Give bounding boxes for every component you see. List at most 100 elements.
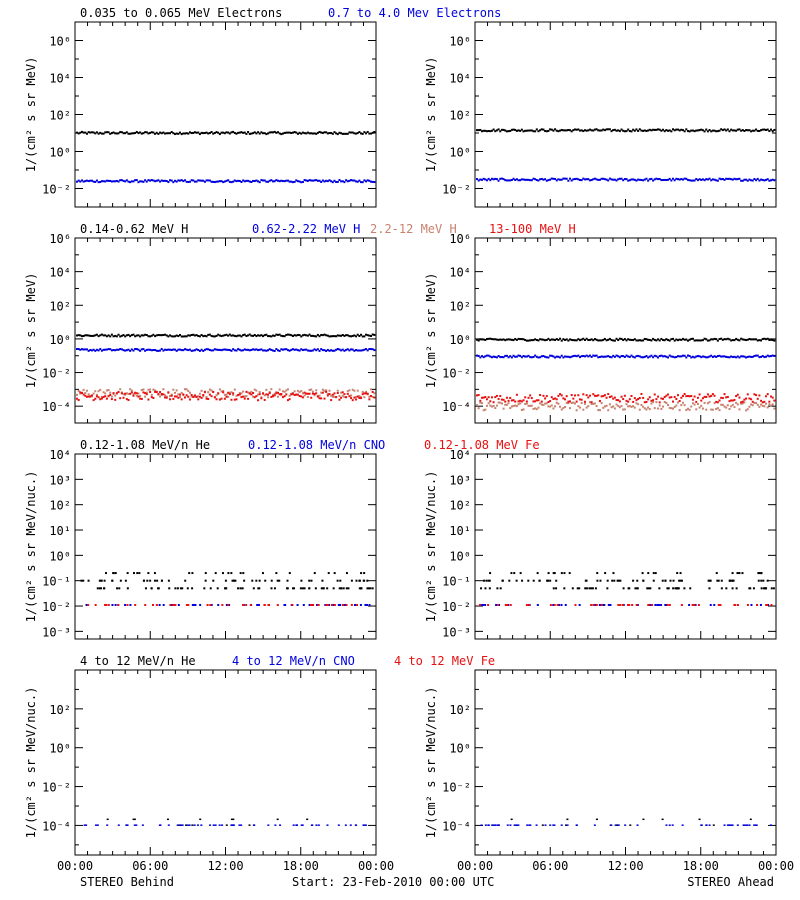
data-point	[153, 579, 156, 582]
data-point	[736, 128, 739, 131]
data-point	[217, 603, 220, 606]
data-point	[718, 399, 721, 402]
data-point	[210, 603, 213, 606]
data-point	[500, 177, 503, 180]
data-point	[336, 180, 339, 183]
data-point	[217, 180, 220, 183]
data-point	[233, 179, 236, 182]
data-point	[569, 356, 572, 359]
data-point	[738, 128, 741, 131]
data-point	[222, 391, 225, 394]
data-point	[617, 399, 620, 402]
data-point	[710, 354, 713, 357]
data-point	[146, 579, 149, 582]
data-point	[577, 338, 580, 341]
data-point	[662, 179, 665, 182]
data-point	[662, 339, 665, 342]
data-point	[711, 356, 714, 359]
y-axis-label: 1/(cm² s sr MeV)	[24, 273, 38, 389]
data-point	[663, 339, 666, 342]
data-point	[595, 394, 598, 397]
data-point	[726, 356, 729, 359]
data-point	[479, 338, 482, 341]
data-point	[751, 404, 754, 407]
data-point	[275, 348, 278, 351]
data-point	[623, 408, 626, 411]
data-point	[367, 587, 370, 590]
data-point	[520, 356, 523, 359]
data-point	[554, 405, 557, 408]
data-point	[338, 348, 341, 351]
data-point	[730, 339, 733, 342]
data-point	[706, 178, 709, 181]
data-point	[326, 394, 329, 397]
data-point	[127, 398, 130, 401]
y-axis-label: 1/(cm² s sr MeV/nuc.)	[424, 687, 438, 839]
data-point	[192, 333, 195, 336]
data-point	[530, 179, 533, 182]
data-point	[696, 129, 699, 132]
data-point	[126, 824, 129, 826]
data-point	[690, 337, 693, 340]
data-point	[273, 334, 276, 337]
data-point	[766, 406, 769, 409]
data-point	[691, 129, 694, 132]
data-point	[82, 334, 85, 337]
data-point	[126, 587, 129, 590]
data-point	[263, 398, 266, 401]
data-point	[627, 405, 630, 408]
data-point	[217, 348, 220, 351]
data-point	[133, 824, 136, 826]
data-point	[479, 356, 482, 359]
data-point	[585, 587, 588, 590]
data-point	[337, 824, 340, 826]
data-point	[368, 179, 371, 182]
data-point	[658, 355, 661, 358]
data-point	[691, 398, 694, 401]
data-point	[748, 824, 751, 826]
data-point	[350, 603, 353, 606]
plot-frame	[474, 669, 777, 856]
data-point	[748, 397, 751, 400]
data-point	[595, 128, 598, 131]
data-point	[268, 348, 271, 351]
data-point	[154, 389, 157, 392]
data-point	[341, 333, 344, 336]
data-point	[572, 397, 575, 400]
data-point	[95, 348, 98, 351]
data-point	[709, 603, 712, 606]
data-point	[622, 355, 625, 358]
data-point	[149, 348, 152, 351]
data-point	[250, 393, 253, 396]
data-point	[525, 178, 528, 181]
data-point	[125, 398, 128, 401]
data-point	[535, 128, 538, 131]
data-point	[272, 180, 275, 183]
y-tick-label: 10⁻²	[42, 183, 71, 197]
data-point	[160, 334, 163, 337]
data-point	[316, 131, 319, 134]
data-point	[529, 339, 532, 342]
data-point	[713, 129, 716, 132]
data-point	[222, 334, 225, 337]
data-point	[558, 603, 561, 606]
data-point	[308, 579, 311, 582]
data-point	[147, 398, 150, 401]
data-point	[157, 587, 160, 590]
data-point	[751, 179, 754, 182]
data-point	[625, 130, 628, 133]
data-point	[165, 334, 168, 337]
data-point	[752, 587, 755, 590]
data-point	[662, 405, 665, 408]
data-point	[678, 178, 681, 181]
data-point	[768, 179, 771, 182]
data-point	[112, 335, 115, 338]
data-point	[278, 132, 281, 135]
data-point	[545, 130, 548, 133]
data-point	[770, 587, 773, 590]
data-point	[303, 391, 306, 394]
data-point	[560, 394, 563, 397]
series-blue	[476, 354, 776, 359]
data-point	[170, 179, 173, 182]
data-point	[162, 131, 165, 134]
